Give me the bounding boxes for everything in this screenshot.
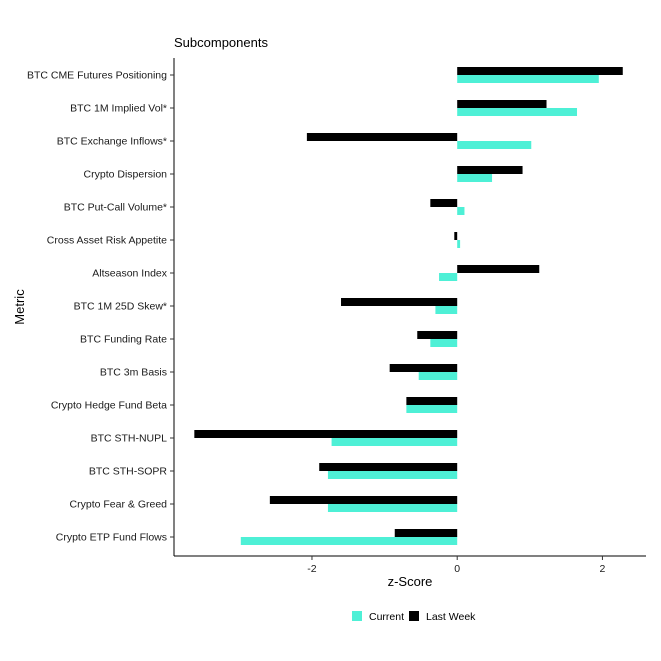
bar-current: [439, 273, 458, 281]
plot-area: [194, 67, 623, 545]
y-tick-label: BTC 3m Basis: [100, 367, 167, 379]
bar-last-week: [194, 430, 458, 438]
bar-last-week: [457, 265, 540, 273]
x-tick-label: 0: [454, 563, 460, 575]
legend: Current Last Week: [352, 611, 476, 623]
bar-last-week: [457, 100, 547, 108]
legend-last-week: Last Week: [409, 611, 476, 623]
bar-last-week: [406, 397, 458, 405]
bar-current: [331, 438, 458, 446]
bar-current: [406, 405, 458, 413]
y-tick-label: BTC Funding Rate: [80, 334, 167, 346]
y-tick-label: BTC Put-Call Volume*: [64, 202, 167, 214]
bar-current: [327, 471, 458, 479]
y-axis-title: Metric: [12, 289, 27, 325]
bar-last-week: [306, 133, 458, 141]
bar-current: [457, 207, 465, 215]
legend-current: Current: [352, 611, 404, 623]
x-axis-ticks: -2 0 2: [307, 556, 606, 575]
y-tick-label: Cross Asset Risk Appetite: [47, 235, 167, 247]
chart-title: Subcomponents: [174, 35, 268, 50]
legend-label: Current: [369, 611, 404, 623]
bar-current: [457, 141, 532, 149]
bar-current: [457, 108, 578, 116]
legend-swatch: [352, 611, 362, 621]
x-tick-label: -2: [307, 563, 316, 575]
y-tick-label: Crypto Fear & Greed: [70, 499, 168, 511]
y-tick-label: Altseason Index: [92, 268, 167, 280]
bar-last-week: [341, 298, 458, 306]
y-axis-categories: BTC CME Futures Positioning BTC 1M Implie…: [27, 70, 174, 544]
bar-last-week: [457, 67, 623, 75]
bar-last-week: [389, 364, 458, 372]
bar-current: [457, 240, 461, 248]
x-tick-label: 2: [600, 563, 606, 575]
bar-current: [457, 174, 493, 182]
legend-swatch: [409, 611, 419, 621]
bar-current: [327, 504, 458, 512]
bar-current: [435, 306, 458, 314]
bar-current: [430, 339, 458, 347]
bar-last-week: [417, 331, 458, 339]
y-tick-label: Crypto Dispersion: [84, 169, 168, 181]
bar-last-week: [430, 199, 458, 207]
y-tick-label: BTC 1M Implied Vol*: [70, 103, 167, 115]
bar-current: [240, 537, 458, 545]
bar-last-week: [454, 232, 458, 240]
x-axis-title: z-Score: [388, 574, 433, 589]
bar-last-week: [269, 496, 458, 504]
y-tick-label: BTC CME Futures Positioning: [27, 70, 167, 82]
y-tick-label: Crypto Hedge Fund Beta: [51, 400, 167, 412]
y-tick-label: BTC STH-NUPL: [91, 433, 168, 445]
legend-label: Last Week: [426, 611, 476, 623]
bar-last-week: [394, 529, 458, 537]
y-tick-label: BTC Exchange Inflows*: [57, 136, 167, 148]
y-tick-label: Crypto ETP Fund Flows: [56, 532, 167, 544]
bar-current: [457, 75, 599, 83]
bar-current: [418, 372, 458, 380]
y-tick-label: BTC 1M 25D Skew*: [74, 301, 167, 313]
y-tick-label: BTC STH-SOPR: [89, 466, 168, 478]
bar-last-week: [319, 463, 458, 471]
bar-last-week: [457, 166, 523, 174]
